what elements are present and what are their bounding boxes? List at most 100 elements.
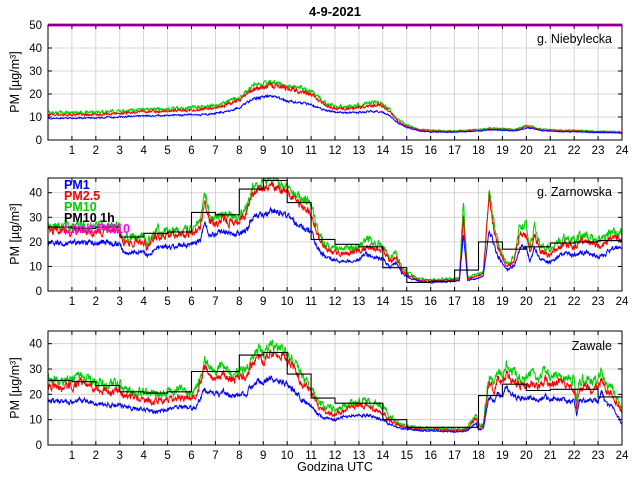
svg-text:16: 16 xyxy=(424,296,437,308)
svg-text:15: 15 xyxy=(400,450,413,462)
svg-text:1: 1 xyxy=(69,296,75,308)
series-line-pm25 xyxy=(47,181,623,283)
x-axis-label: Godzina UTC xyxy=(297,460,373,474)
svg-text:30: 30 xyxy=(29,66,42,78)
svg-text:10: 10 xyxy=(29,112,42,124)
svg-text:22: 22 xyxy=(568,296,581,308)
series-line-pm25 xyxy=(47,81,623,134)
svg-text:6: 6 xyxy=(188,145,194,157)
svg-text:10: 10 xyxy=(281,145,294,157)
svg-text:0: 0 xyxy=(36,286,42,298)
svg-text:17: 17 xyxy=(448,296,461,308)
series-line-pm1 xyxy=(47,93,622,134)
legend-item-limit-pm10: Limit PM10 xyxy=(64,222,130,236)
series-line-pm10-1h xyxy=(48,179,622,283)
svg-text:20: 20 xyxy=(520,296,533,308)
chart-legend: PM1 PM2.5 PM10 PM10 1h Limit PM10 xyxy=(64,179,130,236)
svg-text:2: 2 xyxy=(93,450,99,462)
svg-text:30: 30 xyxy=(29,212,42,224)
series-lines xyxy=(47,79,623,134)
svg-text:1: 1 xyxy=(69,145,75,157)
tick-marks xyxy=(48,24,623,141)
svg-text:10: 10 xyxy=(29,415,42,427)
svg-text:7: 7 xyxy=(212,145,218,157)
series-line-pm10 xyxy=(47,79,623,134)
svg-text:40: 40 xyxy=(29,188,42,200)
legend-item-pm10: PM10 xyxy=(64,200,97,214)
svg-text:5: 5 xyxy=(164,450,170,462)
svg-text:22: 22 xyxy=(568,450,581,462)
tick-labels: 1 2 3 4 5 6 7 8 9 10 11 12 13 14 15 16 17 18 19 20 21 22 23 240… xyxy=(29,188,629,308)
svg-text:19: 19 xyxy=(496,145,509,157)
svg-text:2: 2 xyxy=(93,145,99,157)
svg-text:11: 11 xyxy=(305,296,317,308)
svg-text:5: 5 xyxy=(164,296,170,308)
svg-text:7: 7 xyxy=(212,450,218,462)
svg-text:30: 30 xyxy=(29,364,42,376)
svg-text:50: 50 xyxy=(29,20,42,32)
svg-text:14: 14 xyxy=(376,296,389,308)
svg-text:15: 15 xyxy=(400,145,413,157)
svg-text:20: 20 xyxy=(29,389,42,401)
svg-text:11: 11 xyxy=(305,450,317,462)
svg-text:13: 13 xyxy=(353,450,366,462)
svg-text:24: 24 xyxy=(616,296,629,308)
svg-text:6: 6 xyxy=(188,296,194,308)
svg-text:4: 4 xyxy=(140,145,147,157)
svg-text:13: 13 xyxy=(353,145,366,157)
svg-text:23: 23 xyxy=(592,296,605,308)
svg-text:20: 20 xyxy=(29,89,42,101)
series-line-pm10 xyxy=(47,338,623,432)
svg-text:21: 21 xyxy=(544,145,557,157)
svg-text:2: 2 xyxy=(93,296,99,308)
svg-text:8: 8 xyxy=(236,145,242,157)
svg-text:19: 19 xyxy=(496,450,509,462)
svg-text:19: 19 xyxy=(496,296,509,308)
svg-text:5: 5 xyxy=(164,145,170,157)
svg-text:23: 23 xyxy=(592,145,605,157)
svg-text:1: 1 xyxy=(69,450,75,462)
svg-text:23: 23 xyxy=(592,450,605,462)
svg-text:24: 24 xyxy=(616,450,629,462)
svg-text:3: 3 xyxy=(117,145,123,157)
svg-text:10: 10 xyxy=(281,296,294,308)
svg-text:13: 13 xyxy=(353,296,366,308)
svg-text:18: 18 xyxy=(472,145,485,157)
chart-title: 4-9-2021 xyxy=(308,4,362,19)
legend-item-pm10-1h: PM10 1h xyxy=(64,211,115,225)
svg-text:0: 0 xyxy=(36,135,42,147)
series-line-pm1 xyxy=(47,375,623,434)
svg-text:40: 40 xyxy=(29,43,42,55)
svg-text:3: 3 xyxy=(117,296,123,308)
legend-item-pm25: PM2.5 xyxy=(64,189,101,203)
svg-text:3: 3 xyxy=(117,450,123,462)
svg-text:21: 21 xyxy=(544,296,557,308)
svg-text:18: 18 xyxy=(472,450,485,462)
svg-text:20: 20 xyxy=(520,450,533,462)
svg-text:16: 16 xyxy=(424,450,437,462)
svg-text:21: 21 xyxy=(544,450,557,462)
svg-text:0: 0 xyxy=(36,440,42,452)
grid-lines xyxy=(48,25,622,140)
svg-text:22: 22 xyxy=(568,145,581,157)
svg-text:15: 15 xyxy=(400,296,413,308)
tick-marks xyxy=(48,331,623,446)
svg-text:17: 17 xyxy=(448,145,461,157)
svg-text:12: 12 xyxy=(329,450,342,462)
series-line-pm10-1h xyxy=(48,351,622,428)
svg-text:4: 4 xyxy=(140,296,147,308)
panel-g-niebylecka: 1 2 3 4 5 6 7 8 9 10 11 12 13 14 15 16 17 18 19 20 21 22 23 240… xyxy=(29,20,629,157)
svg-text:24: 24 xyxy=(616,145,629,157)
svg-text:18: 18 xyxy=(472,296,485,308)
svg-text:9: 9 xyxy=(260,296,266,308)
svg-text:11: 11 xyxy=(305,145,317,157)
svg-text:9: 9 xyxy=(260,450,266,462)
svg-text:8: 8 xyxy=(236,296,242,308)
svg-text:4: 4 xyxy=(140,450,147,462)
svg-text:14: 14 xyxy=(376,450,389,462)
y-axis-label-panel3: PM [µg/m³] xyxy=(8,357,22,419)
station-label-zawale: Zawale xyxy=(571,339,612,353)
svg-text:8: 8 xyxy=(236,450,242,462)
